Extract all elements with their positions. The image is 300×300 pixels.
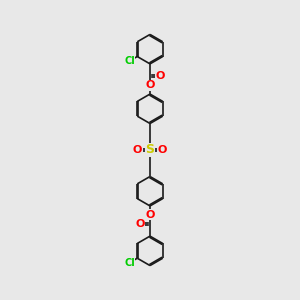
Text: O: O [145, 80, 155, 90]
Text: O: O [158, 145, 167, 155]
Text: O: O [156, 71, 165, 81]
Text: S: S [146, 143, 154, 157]
Text: O: O [133, 145, 142, 155]
Text: Cl: Cl [124, 56, 135, 66]
Text: O: O [145, 210, 155, 220]
Text: Cl: Cl [124, 258, 135, 268]
Text: O: O [135, 219, 144, 229]
